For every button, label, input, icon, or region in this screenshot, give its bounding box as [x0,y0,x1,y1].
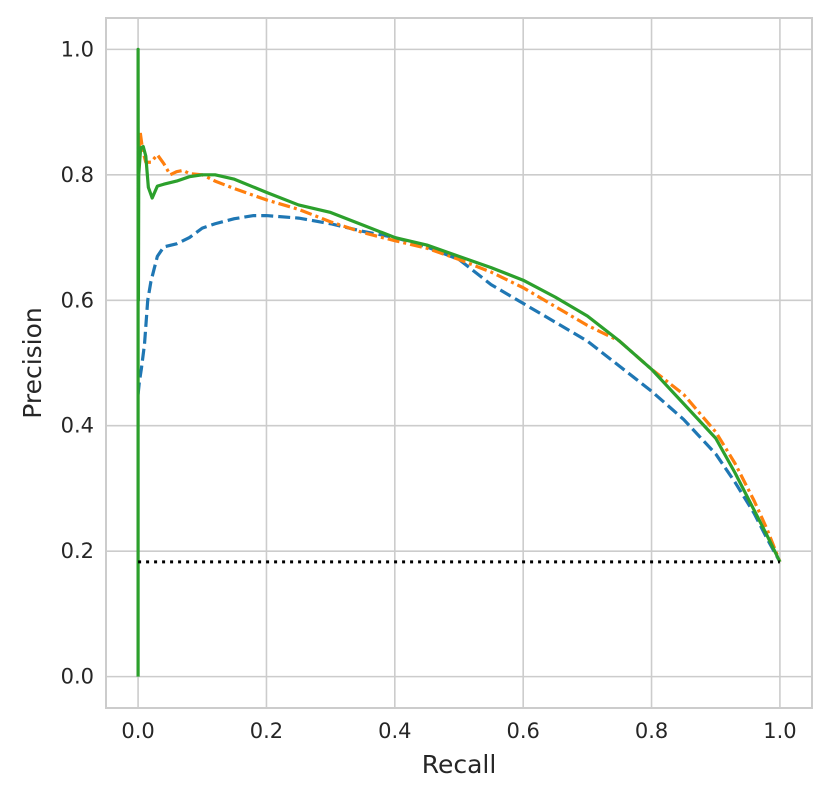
x-tick-label: 0.8 [635,719,668,743]
x-tick-label: 0.2 [250,719,283,743]
y-tick-label: 0.0 [61,665,94,689]
y-tick-label: 1.0 [61,37,94,61]
series-line-1 [136,213,782,563]
x-tick-label: 0.4 [378,719,411,743]
x-tick-label: 0.0 [121,719,154,743]
grid-layer [106,18,812,708]
y-tick-label: 0.6 [61,288,94,312]
y-tick-label: 0.2 [61,539,94,563]
y-tick-label: 0.4 [61,414,94,438]
x-axis-label: Recall [422,750,497,779]
series-line-2 [136,129,782,563]
plot-frame [105,17,813,709]
x-tick-label: 0.6 [506,719,539,743]
series-layer [136,47,782,677]
y-axis-label: Precision [18,307,47,419]
tick-labels: 0.0 0.2 0.4 0.6 0.8 1.0 0.0 0.2 0.4 0.6 0.8 1.0 [61,37,797,743]
x-tick-label: 1.0 [763,719,796,743]
series-line-3 [136,47,782,677]
y-tick-label: 0.8 [61,163,94,187]
